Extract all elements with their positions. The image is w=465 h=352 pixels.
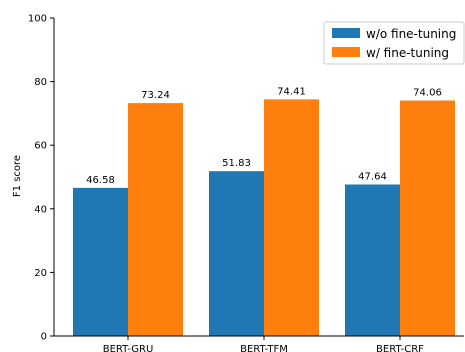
bar-bert-gru-series-0: [73, 187, 128, 336]
legend-label-without-fine-tuning: w/o fine-tuning: [366, 27, 456, 41]
y-tick-label-80: 80: [34, 77, 47, 88]
x-tick-label-bert-gru: BERT-GRU: [103, 344, 154, 352]
value-label-bert-gru-series-1: 73.24: [141, 90, 170, 101]
legend-label-with-fine-tuning: w/ fine-tuning: [366, 46, 449, 60]
bar-bert-tfm-series-0: [209, 171, 264, 336]
bar-bert-crf-series-1: [400, 100, 455, 336]
value-label-bert-tfm-series-1: 74.41: [277, 86, 306, 97]
x-tick-label-bert-tfm: BERT-TFM: [240, 344, 288, 352]
y-tick-label-60: 60: [34, 141, 47, 152]
bar-bert-crf-series-0: [345, 184, 400, 336]
data-labels-layer: 46.58 73.24 51.83 74.41 47.64 74.06: [86, 86, 442, 185]
x-tick-label-bert-crf: BERT-CRF: [376, 344, 424, 352]
legend: w/o fine-tuning w/ fine-tuning: [323, 21, 465, 65]
legend-swatch-without-fine-tuning: [332, 28, 360, 38]
value-label-bert-crf-series-0: 47.64: [358, 172, 387, 183]
y-tick-label-0: 0: [41, 332, 47, 343]
value-label-bert-tfm-series-0: 51.83: [222, 158, 251, 169]
value-label-bert-gru-series-0: 46.58: [86, 175, 115, 186]
y-tick-label-40: 40: [34, 204, 47, 215]
bar-bert-gru-series-1: [128, 103, 183, 336]
bar-bert-tfm-series-1: [264, 99, 319, 337]
y-tick-label-20: 20: [34, 268, 47, 279]
axes: BERT-GRU BERT-TFM BERT-CRF 0 20 40 60 80 100: [28, 14, 464, 352]
value-label-bert-crf-series-1: 74.06: [413, 87, 442, 98]
y-axis-title: F1 score: [12, 155, 23, 197]
y-tick-label-100: 100: [28, 14, 47, 25]
bars-layer: [73, 99, 455, 337]
legend-swatch-with-fine-tuning: [332, 47, 360, 57]
